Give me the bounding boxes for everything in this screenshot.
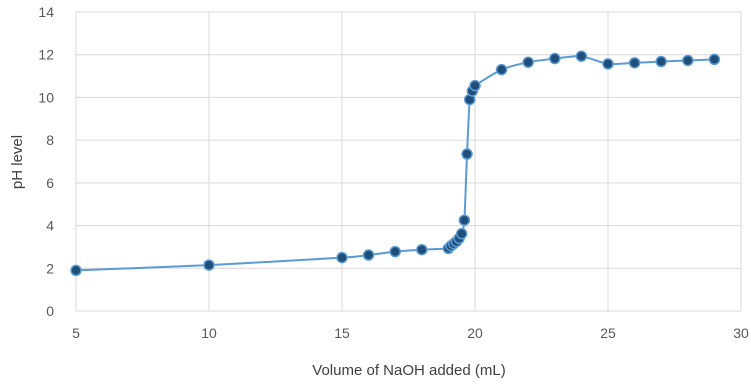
data-point [469, 79, 481, 92]
x-tick-label: 20 [467, 325, 483, 341]
data-point [602, 58, 614, 70]
y-axis-title: pH level [9, 135, 26, 189]
data-point [362, 249, 375, 261]
data-point [389, 245, 401, 258]
y-tick-label: 8 [46, 132, 54, 148]
data-point [461, 148, 473, 160]
x-tick-label: 5 [72, 325, 80, 341]
data-point [522, 56, 534, 68]
y-tick-label: 6 [46, 175, 54, 191]
y-tick-label: 0 [46, 303, 54, 319]
data-point [708, 53, 721, 66]
data-point [416, 243, 428, 256]
y-tick-label: 2 [46, 260, 54, 276]
data-point [455, 227, 468, 240]
x-tick-label: 25 [600, 325, 616, 341]
series-line [75, 55, 715, 272]
data-point [336, 251, 348, 264]
tick-labels: 0 2 4 6 8 10 12 14 5 10 15 20 25 30 [38, 4, 749, 341]
data-point [549, 52, 561, 65]
x-tick-label: 15 [334, 325, 350, 341]
y-tick-label: 10 [38, 89, 54, 105]
data-points [70, 50, 721, 277]
data-point [628, 57, 641, 69]
data-point [203, 259, 215, 271]
x-axis-title: Volume of NaOH added (mL) [312, 362, 505, 379]
y-tick-label: 14 [38, 4, 54, 20]
x-tick-label: 10 [201, 325, 217, 341]
y-tick-label: 12 [38, 47, 54, 63]
x-tick-label: 30 [733, 325, 749, 341]
grid [75, 11, 742, 312]
data-point [70, 264, 82, 277]
y-tick-label: 4 [46, 218, 54, 234]
data-point [575, 50, 588, 62]
data-point [655, 55, 667, 68]
data-point [495, 63, 508, 76]
data-point [682, 54, 694, 67]
series-line-layer [75, 55, 715, 272]
data-point [458, 214, 471, 226]
